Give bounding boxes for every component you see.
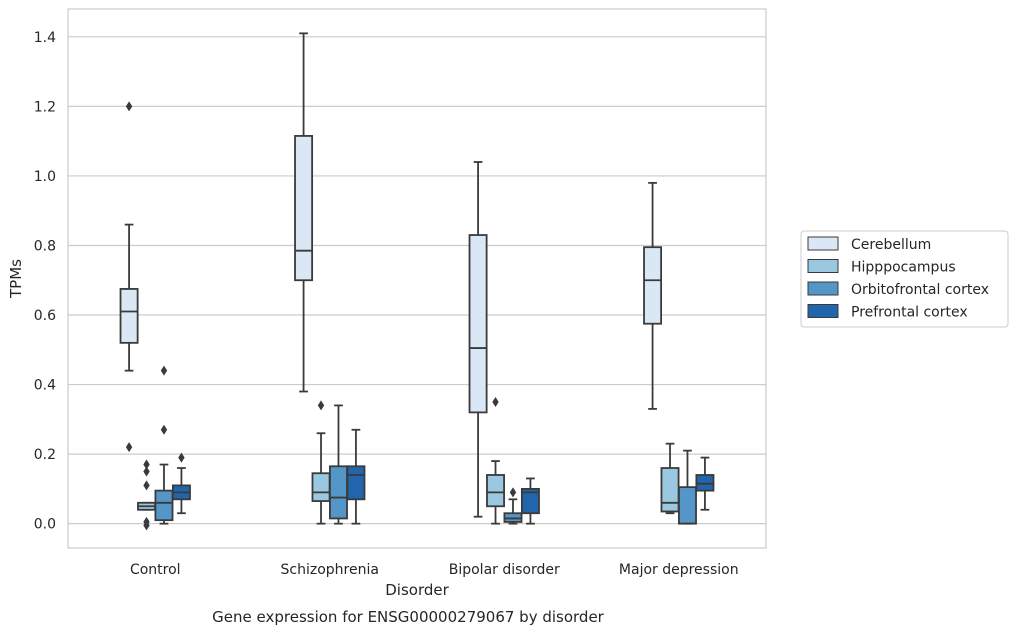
- box-cerebellum-2: [468, 161, 488, 518]
- legend-swatch: [807, 259, 839, 273]
- box-body: [154, 489, 174, 522]
- box-orbitofrontal-cortex-3: [678, 449, 697, 525]
- box-body: [486, 474, 505, 508]
- y-tick-label: 0.4: [34, 378, 56, 394]
- outlier-point: [178, 452, 185, 463]
- outlier-point: [492, 396, 499, 407]
- box-body: [468, 234, 488, 414]
- x-axis-label: Disorder: [385, 581, 449, 599]
- box-prefrontal-cortex-1: [346, 428, 366, 525]
- box-cerebellum-1: [294, 32, 314, 393]
- legend-swatch: [807, 236, 839, 251]
- y-axis: 0.0 0.2 0.4 0.6 0.8 1.0 1.2 1.4: [34, 30, 56, 533]
- outlier-point: [160, 365, 168, 376]
- box-orbitofrontal-cortex-1: [329, 404, 348, 525]
- x-tick-label: Control: [130, 562, 181, 578]
- box-body: [520, 487, 540, 515]
- box-body: [660, 467, 680, 513]
- boxes-layer: [119, 32, 715, 531]
- box-cerebellum-0: [119, 101, 139, 453]
- legend-entry: Orbitofrontal cortex: [851, 282, 989, 298]
- legend-swatch: [807, 281, 839, 296]
- box-hipppocampus-2: [486, 396, 505, 525]
- plot-frame: [67, 8, 767, 549]
- y-tick-label: 0.8: [34, 238, 56, 254]
- figure-caption: Gene expression for ENSG00000279067 by d…: [212, 608, 605, 626]
- x-tick-label: Schizophrenia: [281, 562, 379, 578]
- box-orbitofrontal-cortex-2: [503, 487, 523, 525]
- legend-entry: Cerebellum: [851, 237, 931, 253]
- outlier-point: [143, 459, 150, 470]
- box-body: [294, 135, 314, 282]
- y-tick-label: 1.0: [34, 169, 56, 185]
- x-axis: Control Schizophrenia Bipolar disorder Majo…: [130, 562, 739, 578]
- legend: Cerebellum Hipppocampus Orbitofrontal cort…: [800, 230, 1009, 328]
- outlier-point: [125, 442, 133, 453]
- outlier-point: [160, 424, 168, 435]
- box-prefrontal-cortex-0: [171, 452, 191, 515]
- legend-swatch: [807, 304, 839, 318]
- box-prefrontal-cortex-3: [695, 456, 715, 511]
- y-tick-label: 0.6: [34, 308, 56, 324]
- legend-entry: Hipppocampus: [851, 260, 956, 276]
- y-tick-label: 1.4: [34, 30, 56, 46]
- gridlines: [68, 36, 766, 525]
- outlier-point: [317, 400, 325, 411]
- box-body: [329, 465, 348, 520]
- box-body: [311, 472, 331, 502]
- box-orbitofrontal-cortex-0: [154, 365, 174, 525]
- box-cerebellum-3: [643, 181, 663, 410]
- box-hipppocampus-1: [311, 400, 331, 525]
- outlier-point: [125, 101, 133, 112]
- box-body: [678, 486, 697, 525]
- y-tick-label: 1.2: [34, 99, 56, 115]
- y-tick-label: 0.2: [34, 447, 56, 463]
- outlier-point: [143, 520, 150, 531]
- box-body: [119, 288, 139, 344]
- box-hipppocampus-0: [137, 459, 156, 531]
- outlier-point: [143, 466, 150, 477]
- box-body: [643, 246, 663, 325]
- box-body: [346, 465, 366, 501]
- x-tick-label: Major depression: [619, 562, 739, 578]
- outlier-point: [143, 480, 150, 491]
- x-tick-label: Bipolar disorder: [449, 562, 560, 578]
- legend-frame: [800, 230, 1009, 328]
- y-tick-label: 0.0: [34, 517, 56, 533]
- legend-entry: Prefrontal cortex: [851, 305, 968, 321]
- y-axis-label: TPMs: [7, 259, 25, 299]
- outlier-point: [509, 487, 517, 498]
- box-prefrontal-cortex-2: [520, 477, 540, 525]
